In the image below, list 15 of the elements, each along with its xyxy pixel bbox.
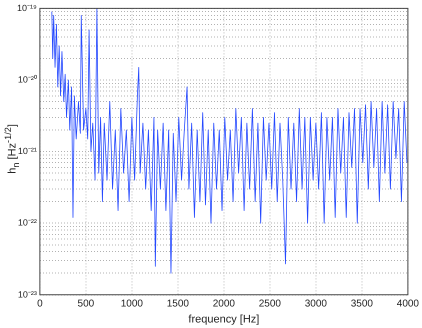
y-tick-label: 10⁻²¹ bbox=[18, 146, 37, 156]
y-tick-label: 10⁻²⁰ bbox=[18, 74, 37, 84]
y-tick-label: 10⁻²² bbox=[18, 218, 37, 228]
x-axis-title: frequency [Hz] bbox=[188, 313, 260, 326]
x-tick-label: 1500 bbox=[166, 298, 190, 310]
x-tick-label: 2000 bbox=[212, 298, 236, 310]
y-tick-label: 10⁻¹⁹ bbox=[16, 2, 37, 13]
x-tick-label: 4000 bbox=[396, 298, 420, 310]
x-tick-label: 2500 bbox=[258, 298, 282, 310]
x-tick-label: 1000 bbox=[120, 298, 144, 310]
x-tick-label: 500 bbox=[78, 298, 95, 310]
y-tick-label: 10⁻²³ bbox=[18, 289, 37, 300]
x-tick-label: 3000 bbox=[304, 298, 328, 310]
x-tick-label: 0 bbox=[37, 298, 44, 310]
x-tick-label: 3500 bbox=[350, 298, 374, 310]
